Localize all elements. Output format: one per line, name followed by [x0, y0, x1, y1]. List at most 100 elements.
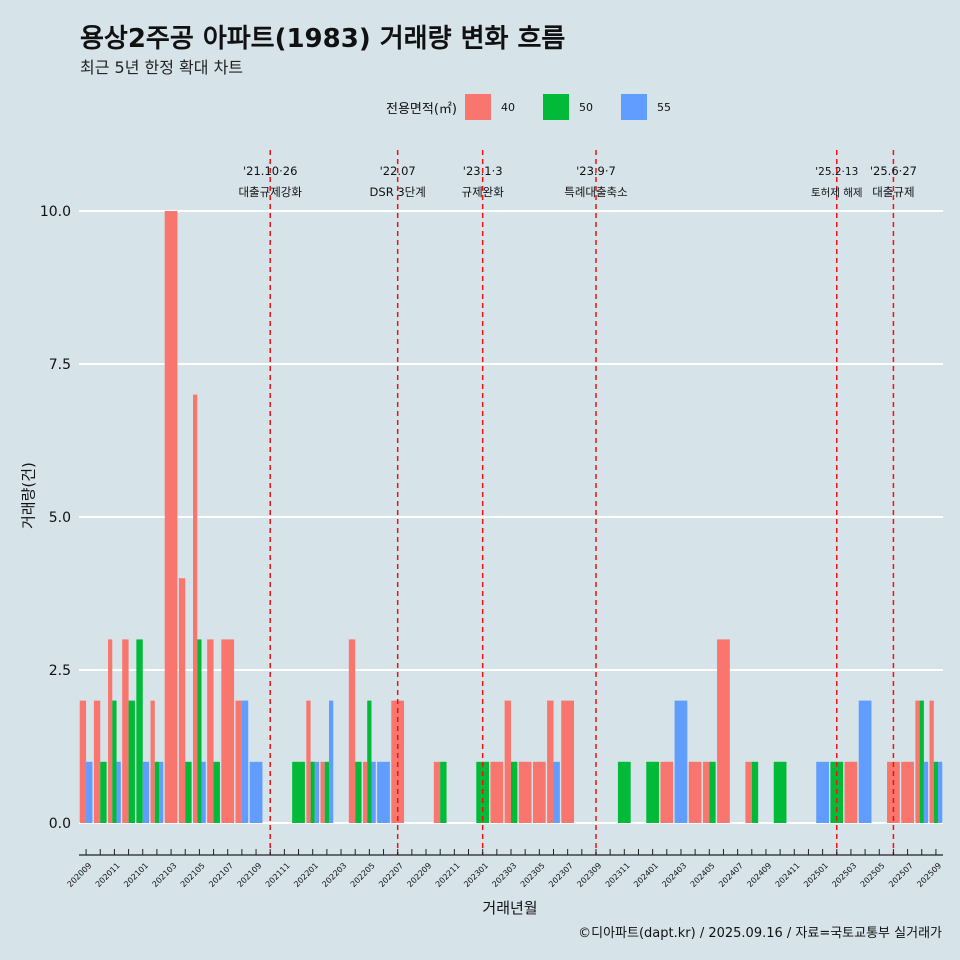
x-tick-label: 202305	[519, 861, 547, 889]
bar-202201-40	[306, 700, 311, 823]
bar-202404-40	[688, 761, 702, 823]
bar-202012-50	[128, 700, 135, 823]
source-caption: ©디아파트(dapt.kr) / 2025.09.16 / 자료=국토교통부 실…	[578, 926, 942, 941]
bar-202509-40	[929, 700, 934, 823]
bar-202103-40	[164, 211, 178, 823]
bar-202410-50	[773, 761, 787, 823]
bar-202202-50	[324, 761, 329, 823]
bar-202106-50	[213, 761, 220, 823]
bar-202408-50	[751, 761, 759, 823]
bar-202302-40	[490, 761, 504, 823]
bar-202105-40	[193, 394, 198, 823]
bar-202501-55	[816, 761, 829, 823]
x-tick-label: 202209	[405, 861, 433, 889]
x-tick-label: 202009	[66, 861, 94, 889]
x-tick-label: 202111	[264, 861, 292, 889]
event-label-202207: DSR 3단계	[370, 185, 426, 199]
bar-202106-40	[207, 639, 214, 823]
x-tick-label: 202109	[235, 861, 263, 889]
bar-202508-50	[919, 700, 924, 823]
bar-202405-50	[709, 761, 716, 823]
bar-202503-40	[844, 761, 858, 823]
bar-202201-55	[314, 761, 320, 823]
bar-202406-40	[717, 639, 730, 823]
bar-202009-55	[86, 761, 93, 823]
bar-202009-40	[79, 700, 87, 823]
event-label-202110: 대출규제강화	[238, 185, 302, 199]
x-tick-label: 202303	[490, 861, 518, 889]
x-tick-label: 202411	[774, 861, 802, 889]
x-tick-label: 202309	[575, 861, 603, 889]
bar-202305-40	[532, 761, 546, 823]
bar-202509-55	[938, 761, 943, 823]
bar-202303-40	[504, 700, 511, 823]
bar-202306-55	[553, 761, 560, 823]
event-date-202207: '22.07	[380, 164, 416, 178]
bar-202205-40	[362, 761, 368, 823]
bar-202109-55	[249, 761, 263, 823]
x-tick-label: 202107	[207, 861, 235, 889]
chart-subtitle: 최근 5년 한정 확대 차트	[80, 58, 244, 77]
x-tick-label: 202201	[292, 861, 320, 889]
bar-202304-40	[518, 761, 532, 823]
legend-item-50: 50	[542, 94, 617, 120]
x-tick-label: 202207	[377, 861, 405, 889]
event-date-202309: '23.9·7	[576, 164, 616, 178]
bar-202507-40	[901, 761, 914, 823]
y-tick-label: 2.5	[49, 663, 71, 679]
bar-202102-40	[150, 700, 155, 823]
bar-202112-50	[292, 761, 305, 823]
x-tick-label: 202211	[434, 861, 462, 889]
bar-202104-50	[185, 761, 192, 823]
legend-swatch-55	[620, 94, 647, 120]
bar-202108-55	[241, 700, 249, 823]
event-label-202506: 대출규제	[872, 185, 914, 199]
bar-202102-55	[159, 761, 164, 823]
bar-202311-50	[617, 761, 631, 823]
bar-202010-40	[93, 700, 101, 823]
bar-202204-50	[355, 761, 362, 823]
bar-202408-40	[745, 761, 752, 823]
x-tick-label: 202405	[689, 861, 717, 889]
legend-label-50: 50	[578, 100, 593, 114]
event-date-202301: '23.1·3	[463, 164, 503, 178]
bar-202403-55	[674, 700, 688, 823]
bar-202101-50	[136, 639, 143, 823]
bar-202202-40	[320, 761, 325, 823]
x-tick-label: 202501	[802, 861, 830, 889]
x-tick-label: 202205	[349, 861, 377, 889]
bar-202307-40	[561, 700, 575, 823]
bar-202210-50	[440, 761, 447, 823]
chart-title: 용상2주공 아파트(1983) 거래량 변화 흐름	[80, 24, 566, 54]
bar-202205-55	[371, 761, 376, 823]
bar-202012-40	[122, 639, 129, 823]
bar-202202-55	[328, 700, 334, 823]
event-date-202506: '25.6·27	[870, 164, 917, 178]
event-date-202110: '21.10·26	[243, 164, 297, 178]
x-tick-label: 202301	[462, 861, 490, 889]
legend-item-40: 40	[464, 94, 539, 120]
x-tick-label: 202503	[830, 861, 858, 889]
y-tick-label: 0.0	[49, 816, 71, 832]
x-tick-label: 202307	[547, 861, 575, 889]
bar-202509-50	[933, 761, 939, 823]
bar-202010-50	[100, 761, 107, 823]
event-label-202502: 토허제 해제	[811, 186, 863, 199]
bar-202508-40	[915, 700, 920, 823]
bar-202105-50	[197, 639, 202, 823]
bar-202405-40	[702, 761, 710, 823]
event-date-202502: '25.2·13	[815, 166, 858, 178]
x-tick-label: 202401	[632, 861, 660, 889]
legend-title: 전용면적(㎡)	[386, 101, 457, 117]
legend-item-55: 55	[620, 94, 695, 120]
y-tick-label: 7.5	[49, 357, 71, 373]
bar-202011-50	[112, 700, 117, 823]
bar-202101-55	[142, 761, 150, 823]
legend-swatch-50	[542, 94, 569, 120]
legend-swatch-40	[464, 94, 491, 120]
bar-202104-40	[178, 578, 186, 823]
x-tick-label: 202203	[320, 861, 348, 889]
bar-202303-50	[511, 761, 518, 823]
x-tick-label: 202101	[122, 861, 150, 889]
bar-202402-40	[660, 761, 674, 823]
